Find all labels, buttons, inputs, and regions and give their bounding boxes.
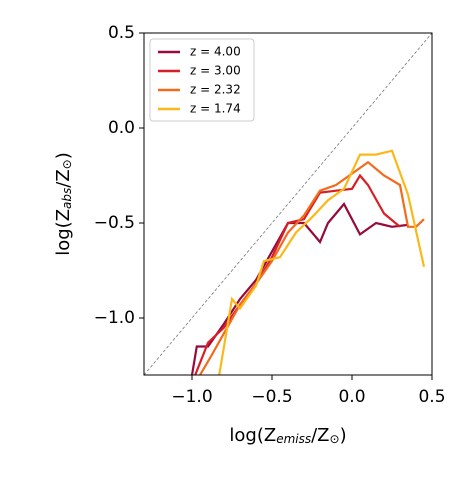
legend-label: z = 3.00 <box>190 64 241 78</box>
x-tick-label: −0.5 <box>251 387 292 407</box>
legend-label: z = 4.00 <box>190 45 241 59</box>
series-line <box>218 149 426 375</box>
series-line <box>194 173 401 375</box>
ylabel-part: ) <box>53 152 74 159</box>
y-tick-label: −1.0 <box>94 308 135 328</box>
plot-frame <box>143 32 433 376</box>
ylabel-part: /Z <box>53 169 74 187</box>
xlabel-part: ⊙ <box>330 432 340 446</box>
x-tick-label: 0.0 <box>338 387 365 407</box>
legend-label: z = 1.74 <box>190 102 241 116</box>
ylabel-part: abs <box>60 188 74 209</box>
xlabel-part: emiss <box>276 432 311 446</box>
xlabel: log(Zemiss/Z⊙) <box>229 425 346 446</box>
legend-label: z = 2.32 <box>190 83 241 97</box>
y-tick-label: −0.5 <box>94 213 135 233</box>
xlabel-part: /Z <box>311 425 329 446</box>
y-tick-label: 0.5 <box>108 23 135 43</box>
y-tick-label: 0.0 <box>108 118 135 138</box>
ylabel-part: log(Z <box>53 209 74 256</box>
ylabel-part: ⊙ <box>60 159 74 169</box>
series-line <box>199 160 425 375</box>
reference-line <box>143 32 433 376</box>
x-tick-label: 0.5 <box>418 387 445 407</box>
legend-box <box>149 38 255 122</box>
xlabel-part: ) <box>340 425 347 446</box>
xlabel-part: log(Z <box>229 425 276 446</box>
ylabel: log(Zabs/Z⊙) <box>53 152 74 256</box>
x-tick-label: −1.0 <box>171 387 212 407</box>
